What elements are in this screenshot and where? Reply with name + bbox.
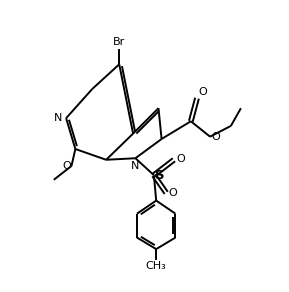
Text: Br: Br bbox=[113, 37, 125, 47]
Text: O: O bbox=[62, 161, 71, 171]
Text: N: N bbox=[131, 161, 140, 171]
Text: CH₃: CH₃ bbox=[146, 261, 166, 272]
Text: N: N bbox=[54, 113, 62, 123]
Text: S: S bbox=[155, 169, 164, 182]
Text: O: O bbox=[176, 154, 185, 164]
Text: O: O bbox=[212, 132, 221, 142]
Text: O: O bbox=[168, 188, 177, 198]
Text: O: O bbox=[199, 87, 207, 97]
